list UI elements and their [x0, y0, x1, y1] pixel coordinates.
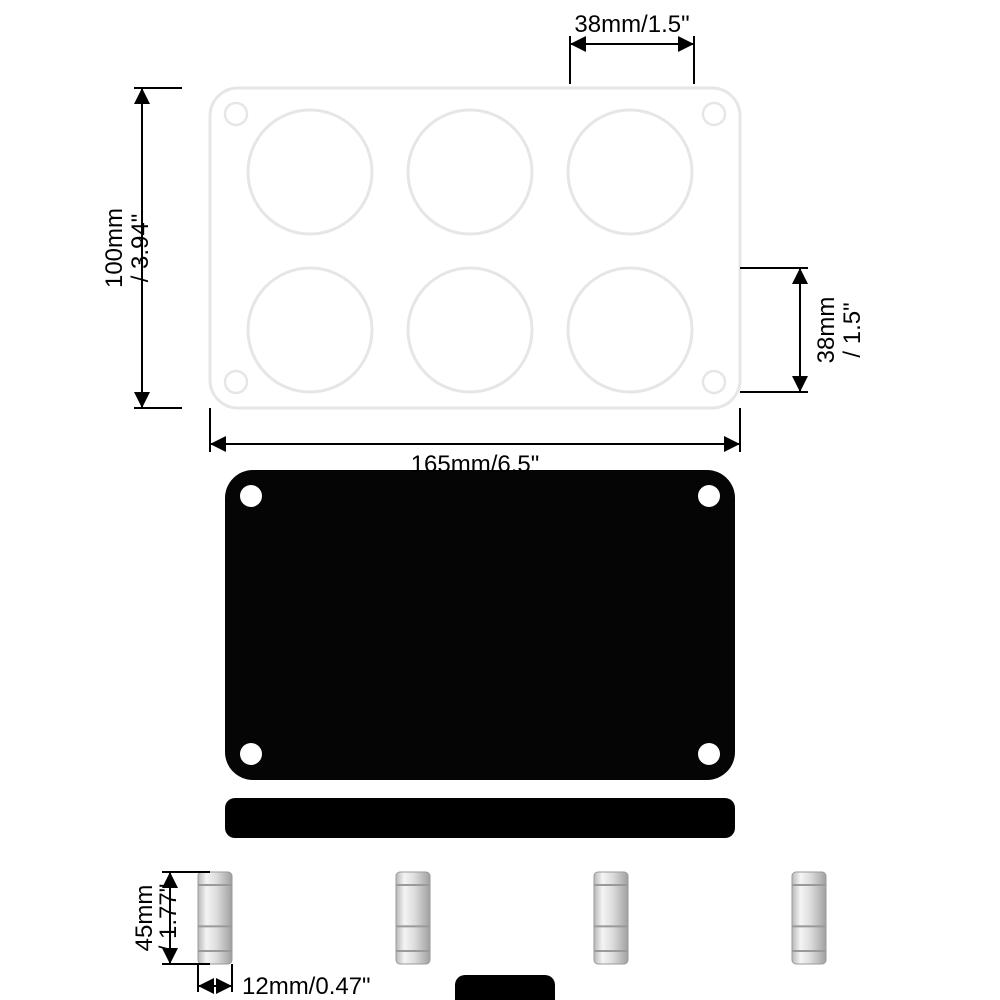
svg-text:38mm/1.5": 38mm/1.5": [574, 11, 689, 38]
svg-text:100mm/ 3.94": 100mm/ 3.94": [101, 208, 154, 288]
pegs-group: [198, 872, 826, 964]
svg-text:165mm/6.5": 165mm/6.5": [411, 451, 540, 478]
black-plate: [225, 470, 735, 780]
clear-plate: [210, 88, 740, 408]
banners: Total 2 Styles, Each Style 1 Pc 4pcs: [225, 798, 735, 1000]
svg-text:4pcs: 4pcs: [478, 980, 533, 1000]
product-dimension-figure: { "canvas": { "w": 1000, "h": 1000, "bg"…: [0, 0, 1000, 1000]
figure-svg: Total 2 Styles, Each Style 1 Pc 4pcs 38mm…: [0, 0, 1000, 1000]
svg-text:12mm/0.47": 12mm/0.47": [242, 973, 371, 1000]
svg-text:45mm/ 1.77": 45mm/ 1.77": [131, 884, 182, 953]
svg-text:Total 2 Styles, Each Style 1 P: Total 2 Styles, Each Style 1 Pc: [308, 806, 652, 833]
svg-text:38mm/ 1.5": 38mm/ 1.5": [813, 297, 866, 364]
